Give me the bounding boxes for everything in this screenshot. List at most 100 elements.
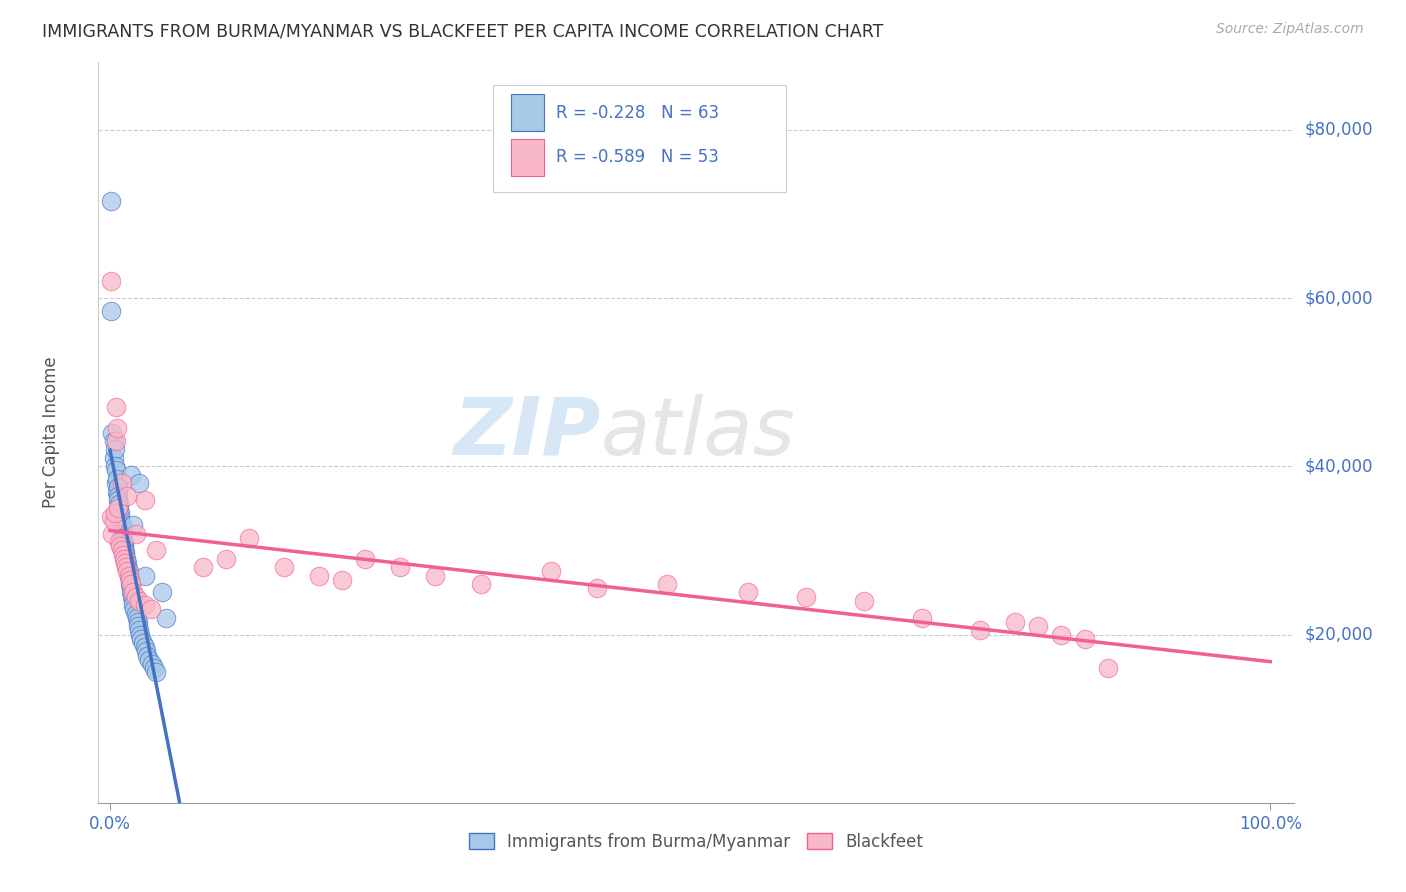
Point (104, 401, 127, 415)
Point (112, 543, 135, 558)
Point (969, 624, 991, 638)
Point (124, 602, 146, 616)
Point (1050, 627, 1073, 641)
Point (145, 543, 167, 558)
Point (104, 476, 127, 491)
Point (110, 539, 132, 553)
Point (103, 450, 125, 465)
Point (128, 624, 150, 638)
Point (107, 480, 129, 494)
Point (125, 610, 148, 624)
Point (115, 551, 138, 566)
Point (103, 514, 125, 528)
Point (117, 565, 139, 579)
Point (100, 303, 122, 318)
Point (100, 194, 122, 209)
Point (122, 585, 145, 599)
Point (120, 467, 142, 482)
Text: R = -0.228   N = 63: R = -0.228 N = 63 (557, 103, 720, 122)
Text: $40,000: $40,000 (1305, 458, 1374, 475)
Point (101, 425, 124, 440)
Point (103, 434, 125, 448)
Point (122, 598, 145, 612)
Point (120, 577, 142, 591)
Point (114, 556, 136, 570)
Point (131, 632, 153, 646)
Point (134, 598, 156, 612)
Point (117, 568, 139, 582)
Point (115, 560, 138, 574)
Point (100, 509, 122, 524)
Text: Source: ZipAtlas.com: Source: ZipAtlas.com (1216, 22, 1364, 37)
Point (105, 484, 128, 499)
Point (114, 548, 136, 562)
Point (108, 501, 131, 516)
Bar (510, 138, 544, 176)
Point (540, 565, 562, 579)
Bar (510, 95, 544, 131)
Point (134, 568, 156, 582)
Point (104, 442, 127, 457)
Point (111, 522, 134, 536)
Point (586, 581, 609, 595)
Point (117, 489, 139, 503)
Point (112, 551, 135, 566)
Point (117, 556, 139, 570)
Point (423, 568, 446, 582)
Point (110, 506, 132, 520)
Text: ZIP: ZIP (453, 393, 600, 472)
Point (354, 551, 377, 566)
Point (124, 607, 146, 621)
Point (1097, 661, 1119, 675)
Point (124, 526, 146, 541)
Point (134, 492, 156, 507)
Point (111, 476, 134, 491)
Point (117, 568, 139, 582)
Text: atlas: atlas (600, 393, 796, 472)
Point (112, 536, 135, 550)
Text: R = -0.589   N = 53: R = -0.589 N = 53 (557, 148, 718, 166)
FancyBboxPatch shape (494, 85, 786, 192)
Point (135, 644, 157, 658)
Point (273, 560, 295, 574)
Point (111, 526, 134, 541)
Text: Per Capita Income: Per Capita Income (42, 357, 59, 508)
Point (124, 590, 146, 604)
Legend: Immigrants from Burma/Myanmar, Blackfeet: Immigrants from Burma/Myanmar, Blackfeet (463, 826, 929, 857)
Point (111, 518, 134, 533)
Point (911, 610, 934, 624)
Point (191, 560, 214, 574)
Point (111, 535, 134, 549)
Point (1004, 615, 1026, 629)
Point (134, 640, 156, 655)
Text: $80,000: $80,000 (1305, 120, 1374, 139)
Point (128, 594, 150, 608)
Point (107, 489, 129, 503)
Point (1073, 632, 1095, 646)
Point (101, 526, 124, 541)
Point (1026, 619, 1049, 633)
Point (107, 501, 129, 516)
Point (470, 577, 492, 591)
Point (100, 274, 122, 288)
Point (128, 476, 150, 491)
Point (122, 594, 145, 608)
Point (737, 585, 759, 599)
Point (118, 573, 141, 587)
Point (117, 560, 139, 574)
Point (118, 577, 141, 591)
Point (111, 531, 134, 545)
Point (122, 518, 145, 533)
Point (853, 594, 876, 608)
Point (108, 497, 131, 511)
Point (129, 627, 152, 641)
Point (155, 610, 177, 624)
Point (215, 551, 238, 566)
Point (104, 459, 127, 474)
Point (136, 648, 159, 663)
Point (238, 531, 260, 545)
Point (104, 506, 127, 520)
Point (794, 590, 817, 604)
Point (655, 577, 678, 591)
Point (131, 636, 153, 650)
